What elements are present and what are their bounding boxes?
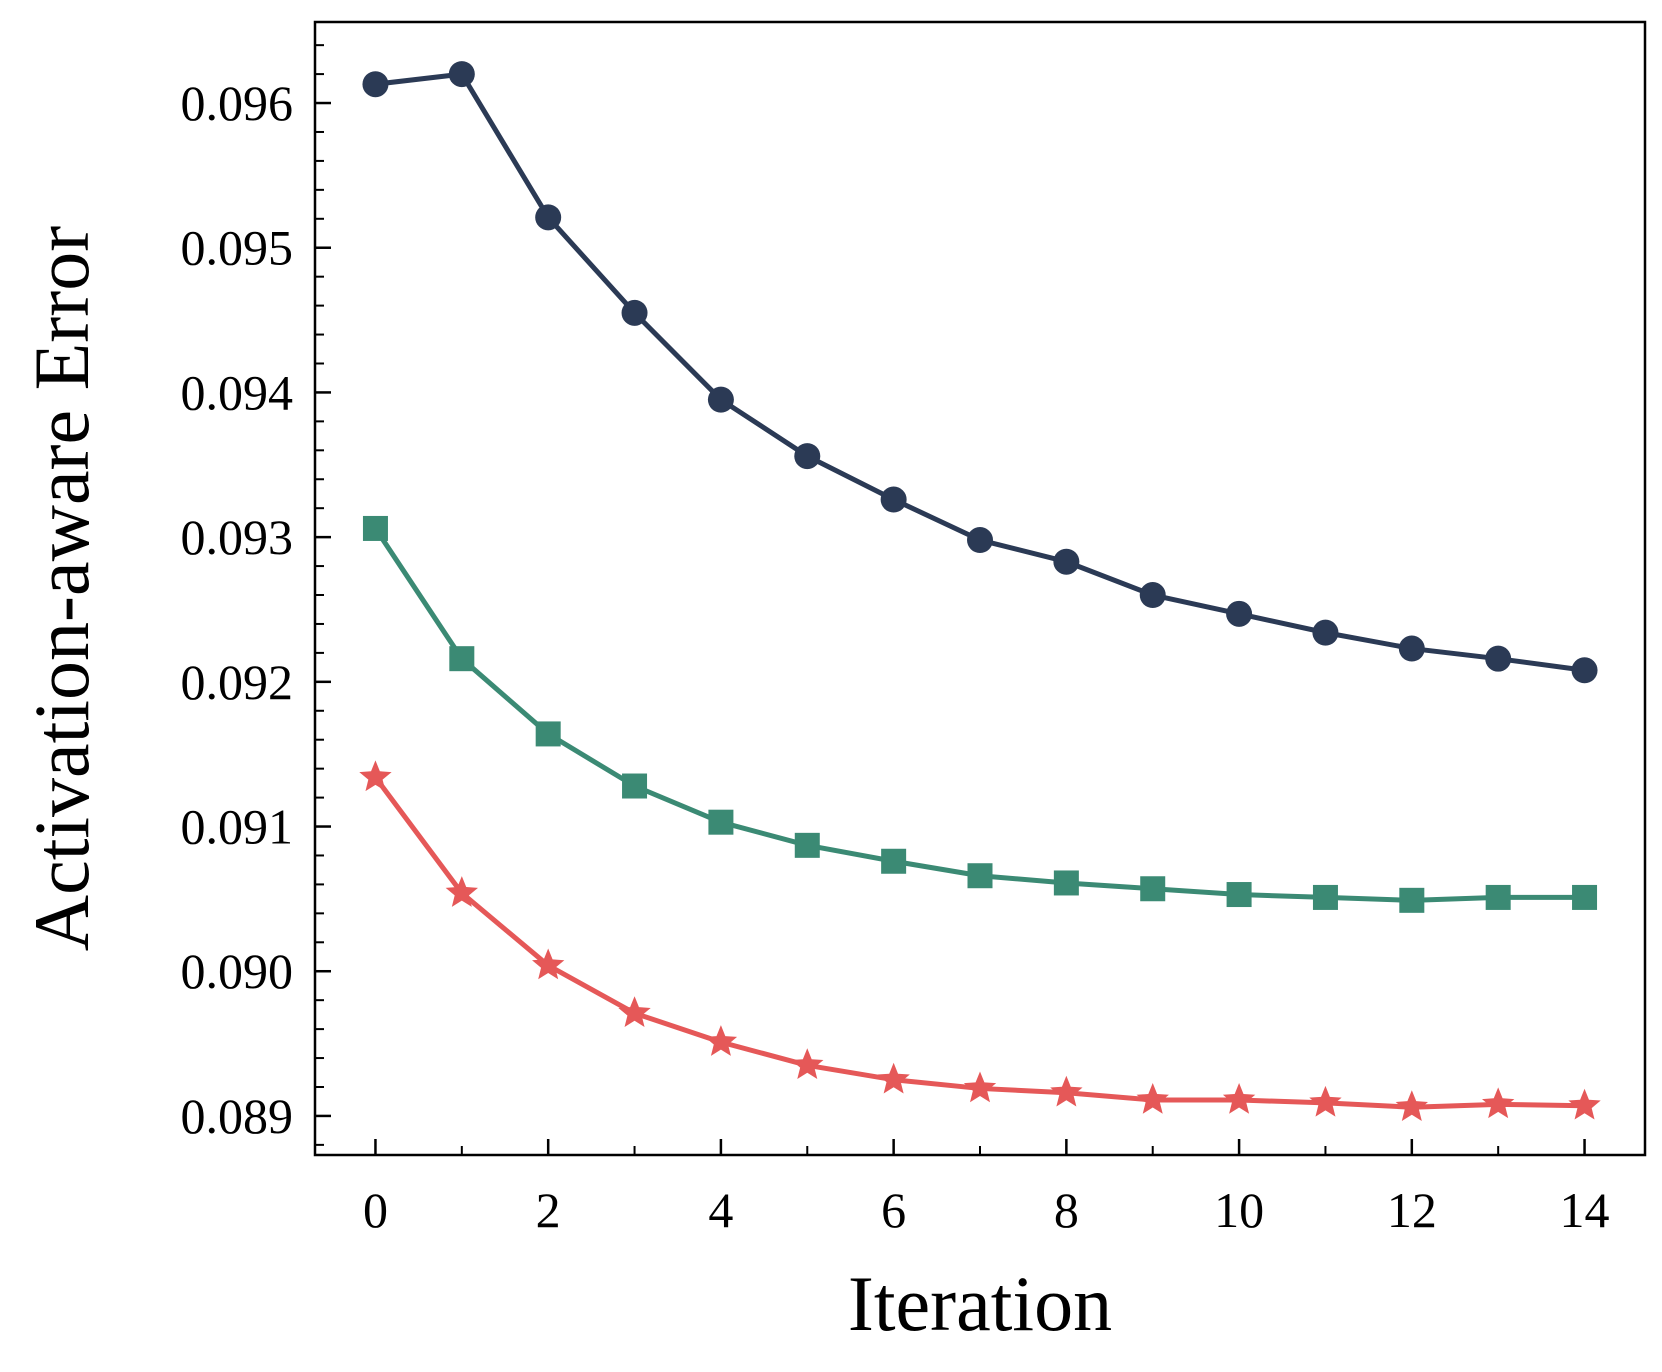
data-point-star [1568, 1088, 1601, 1120]
data-point-square [794, 832, 820, 858]
x-tick-label: 0 [363, 1182, 388, 1238]
y-tick-label: 0.093 [181, 509, 294, 565]
data-point-circle [967, 527, 993, 554]
data-point-square [1226, 882, 1252, 908]
data-point-square [535, 721, 561, 747]
data-point-square [1572, 884, 1598, 910]
x-tick-label: 10 [1214, 1182, 1264, 1238]
data-point-square [1312, 884, 1338, 910]
y-tick-label: 0.094 [181, 364, 294, 420]
data-point-circle [1485, 645, 1512, 672]
data-point-star [1050, 1075, 1083, 1107]
x-tick-label: 8 [1054, 1182, 1079, 1238]
data-point-star [1395, 1090, 1428, 1121]
x-tick-label: 14 [1560, 1182, 1610, 1238]
series-square-line [373, 527, 1585, 903]
data-point-circle [1571, 657, 1598, 684]
data-point-circle [1226, 600, 1253, 627]
data-point-square [881, 848, 907, 874]
series-star [359, 760, 1601, 1121]
data-point-square [362, 515, 388, 541]
data-point-star [704, 1025, 738, 1056]
x-tick-label: 4 [708, 1182, 733, 1238]
series-star-line [373, 775, 1585, 1110]
x-tick-label: 2 [536, 1182, 561, 1238]
data-point-star [445, 876, 478, 907]
data-point-square [708, 809, 734, 835]
data-point-circle [535, 204, 562, 231]
data-point-circle [794, 443, 821, 470]
series-circle [362, 61, 1598, 684]
x-axis-title: Iteration [848, 1260, 1112, 1347]
y-tick-label: 0.096 [181, 75, 294, 131]
y-tick-label: 0.090 [181, 943, 294, 999]
series-layer [359, 61, 1601, 1121]
data-point-star [791, 1048, 824, 1080]
y-tick-label: 0.092 [181, 654, 294, 710]
data-point-square [1485, 884, 1511, 910]
x-tick-label: 6 [881, 1182, 906, 1238]
data-point-star [532, 948, 565, 980]
data-point-circle [1053, 548, 1080, 575]
data-point-star [1136, 1083, 1169, 1114]
data-point-square [622, 773, 648, 799]
data-point-circle [1139, 582, 1166, 609]
data-point-star [618, 996, 651, 1027]
x-tick-label: 12 [1387, 1182, 1437, 1238]
data-point-square [967, 863, 993, 889]
data-point-circle [621, 299, 648, 326]
data-point-star [1309, 1085, 1342, 1117]
y-tick-label: 0.091 [181, 799, 294, 855]
data-point-circle [448, 61, 475, 88]
data-point-square [1053, 870, 1079, 896]
y-axis-title: Activation-aware Error [18, 226, 105, 951]
ticks-layer: 0 2 4 6 8 10 12 14 0.089 0.090 0.091 0.092 0.093 0.09… [181, 44, 1610, 1238]
series-circle-line [375, 71, 1585, 673]
data-point-circle [707, 386, 734, 413]
y-tick-label: 0.089 [181, 1088, 294, 1144]
data-point-star [1222, 1083, 1256, 1114]
data-point-star [877, 1062, 910, 1094]
data-point-circle [362, 71, 389, 98]
data-point-circle [1312, 619, 1339, 646]
data-point-star [963, 1071, 997, 1103]
plot-frame [313, 20, 1647, 1157]
y-tick-label: 0.095 [181, 220, 294, 276]
data-point-square [1140, 876, 1166, 902]
series-square [362, 515, 1598, 913]
data-point-circle [880, 486, 907, 513]
data-point-star [1482, 1087, 1515, 1119]
data-point-star [359, 760, 392, 792]
data-point-circle [1398, 635, 1425, 662]
data-point-square [449, 646, 475, 672]
data-point-square [1399, 887, 1425, 913]
